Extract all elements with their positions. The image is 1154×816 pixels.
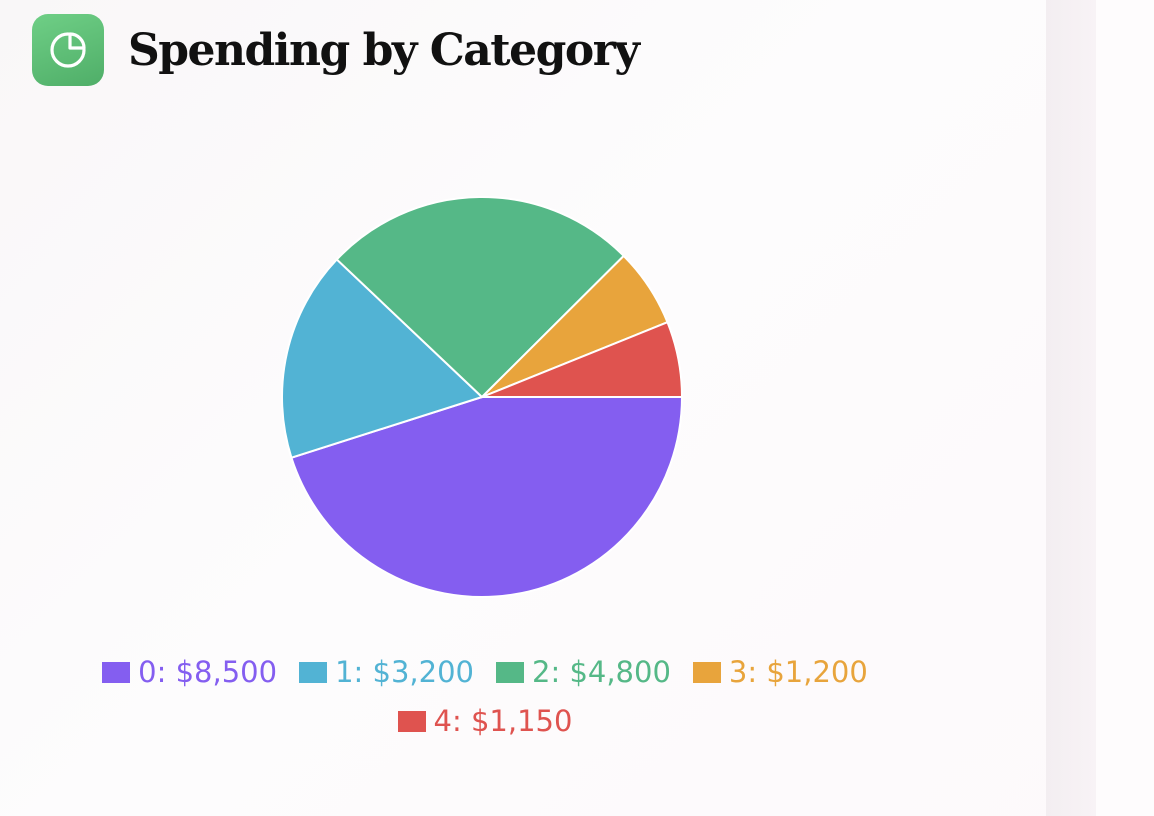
chart-legend: 0: $8,500 1: $3,200 2: $4,800 3: $1,200 4: $… <box>60 654 910 740</box>
legend-label-0: 0: $8,500 <box>138 655 278 689</box>
legend-swatch-3 <box>692 662 721 683</box>
legend-swatch-2 <box>496 662 524 683</box>
legend-item-4[interactable]: 4: $1,150 <box>397 703 573 740</box>
side-panel-divider <box>1046 0 1096 816</box>
pie-slice-4[interactable] <box>481 320 684 398</box>
legend-label-4: 4: $1,150 <box>433 704 573 738</box>
pie-slice-2[interactable] <box>335 196 626 399</box>
legend-item-3[interactable]: 3: $1,200 <box>692 654 868 691</box>
legend-label-2: 2: $4,800 <box>532 655 671 689</box>
legend-swatch-1 <box>299 662 328 683</box>
legend-label-3: 3: $1,200 <box>728 655 868 689</box>
legend-swatch-4 <box>397 711 426 732</box>
legend-item-1[interactable]: 1: $3,200 <box>299 654 474 691</box>
legend-item-0[interactable]: 0: $8,500 <box>102 654 277 691</box>
side-panel <box>1096 0 1154 816</box>
pie-slice-0[interactable] <box>290 396 684 598</box>
pie-chart-icon <box>32 14 104 86</box>
page-title: Spending by Category <box>128 25 640 76</box>
legend-swatch-0 <box>102 662 131 683</box>
legend-item-2[interactable]: 2: $4,800 <box>496 654 671 691</box>
legend-label-1: 1: $3,200 <box>335 655 474 689</box>
pie-chart <box>281 196 684 598</box>
pie-slice-1[interactable] <box>281 258 484 459</box>
